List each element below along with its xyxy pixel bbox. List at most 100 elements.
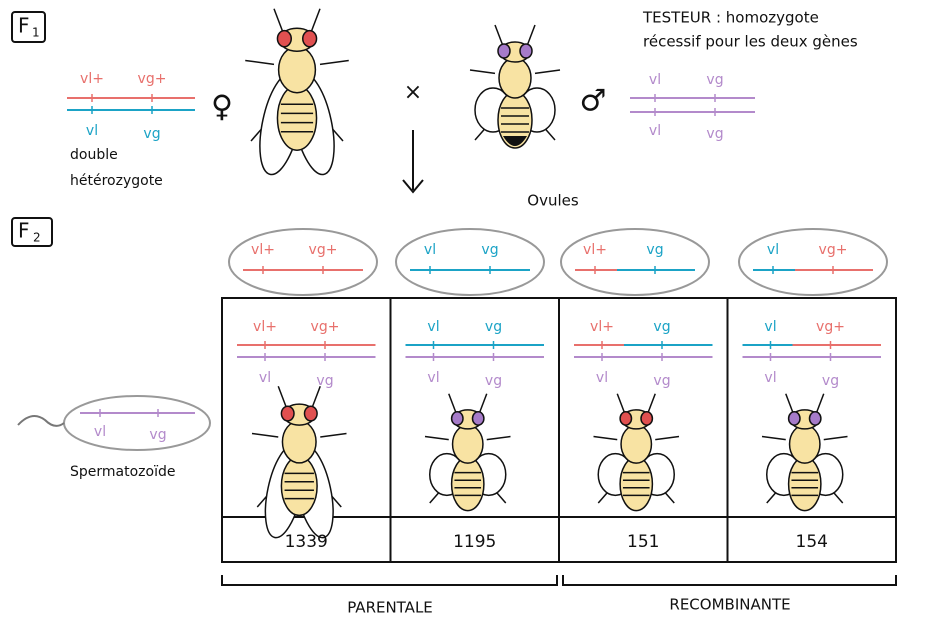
f2-box [11,217,53,247]
allele-label: vg [706,126,723,142]
fly [424,393,511,512]
ovule [395,228,545,296]
female-label: hétérozygote [70,173,163,189]
fly-thorax [281,420,317,464]
brackets [221,575,897,586]
fly-thorax [498,57,532,99]
ovule [560,228,710,296]
fly-eye [519,43,533,59]
allele-label: vg+ [816,319,845,335]
fly-abdomen [619,456,654,512]
f2-letter: F [18,219,30,243]
fly-thorax [620,424,653,464]
count: 154 [796,532,828,552]
fly-leg [320,432,347,438]
fly-leg [486,435,511,441]
allele-label: vg [149,427,166,443]
ovules-label: Ovules [527,192,579,210]
female-label: double [70,147,118,163]
fly [251,385,347,539]
fly-leg [424,435,449,441]
allele-label: vl+ [80,71,104,87]
ovule [228,228,378,296]
fly-eye [303,405,318,422]
allele-label: vl+ [590,319,614,335]
allele-label: vl+ [253,319,277,335]
fly-thorax [451,424,484,464]
count: 151 [627,532,659,552]
cross-sign: × [404,80,422,105]
allele-label: vg+ [819,242,848,258]
allele-label: vg [653,373,670,389]
allele-label: vl [86,123,98,139]
allele-label: vl [764,370,776,386]
fly-thorax [277,45,317,94]
allele-label: vg [822,373,839,389]
allele-label: vg+ [138,71,167,87]
fly-leg [245,59,275,66]
fly-eye [787,411,801,426]
allele-label: vg [316,373,333,389]
tester-note: TESTEUR : homozygote [642,9,819,27]
fly-eye [450,411,464,426]
fly-eye [301,29,318,48]
allele-label: vg [481,242,498,258]
allele-label: vl [427,319,439,335]
fly-leg [251,432,279,438]
fly-eye [276,29,293,48]
f1-index: 1 [32,26,40,40]
fly-abdomen [450,456,485,512]
allele-label: vl [427,370,439,386]
fly-leg [534,69,561,75]
fly-eye [619,411,633,426]
sperm [63,395,211,451]
count: 1339 [285,532,328,552]
group-label: RECOMBINANTE [669,596,790,614]
allele-label: vg [646,242,663,258]
fly-abdomen [787,456,822,512]
allele-label: vl+ [583,242,607,258]
fly [761,393,848,512]
tester-note: récessif pour les deux gènes [643,33,858,51]
sperm-label: Spermatozoïde [70,464,175,480]
allele-label: vg [485,373,502,389]
ovule [738,228,888,296]
fly-eye [808,411,822,426]
fly-eye [471,411,485,426]
allele-label: vl [596,370,608,386]
f2-index: 2 [33,231,41,245]
fly-eye [280,405,295,422]
fly-abdomen [280,455,318,517]
fly-leg [761,435,786,441]
f1-box [11,11,46,43]
allele-label: vg [485,319,502,335]
allele-label: vl [259,370,271,386]
allele-label: vl [649,72,661,88]
group-label: PARENTALE [347,599,433,617]
fly-leg [655,435,680,441]
allele-label: vg [706,72,723,88]
fly-leg [319,59,349,66]
allele-label: vl [424,242,436,258]
female-symbol: ♀ [211,90,233,125]
allele-label: vl [94,424,106,440]
sperm-tail [17,415,65,427]
allele-label: vl+ [251,242,275,258]
fly-thorax [788,424,821,464]
allele-label: vg [143,126,160,142]
fly [593,393,680,512]
allele-label: vg+ [309,242,338,258]
allele-label: vg+ [311,319,340,335]
arrow-head [402,179,424,194]
allele-label: vl [767,242,779,258]
f1-letter: F [18,14,30,38]
count: 1195 [453,532,496,552]
fly [469,24,561,149]
fly [245,8,349,176]
fly-leg [823,435,848,441]
fly-leg [469,69,496,75]
fly-abdomen [276,85,318,151]
fly-leg [593,435,618,441]
allele-label: vl [649,123,661,139]
